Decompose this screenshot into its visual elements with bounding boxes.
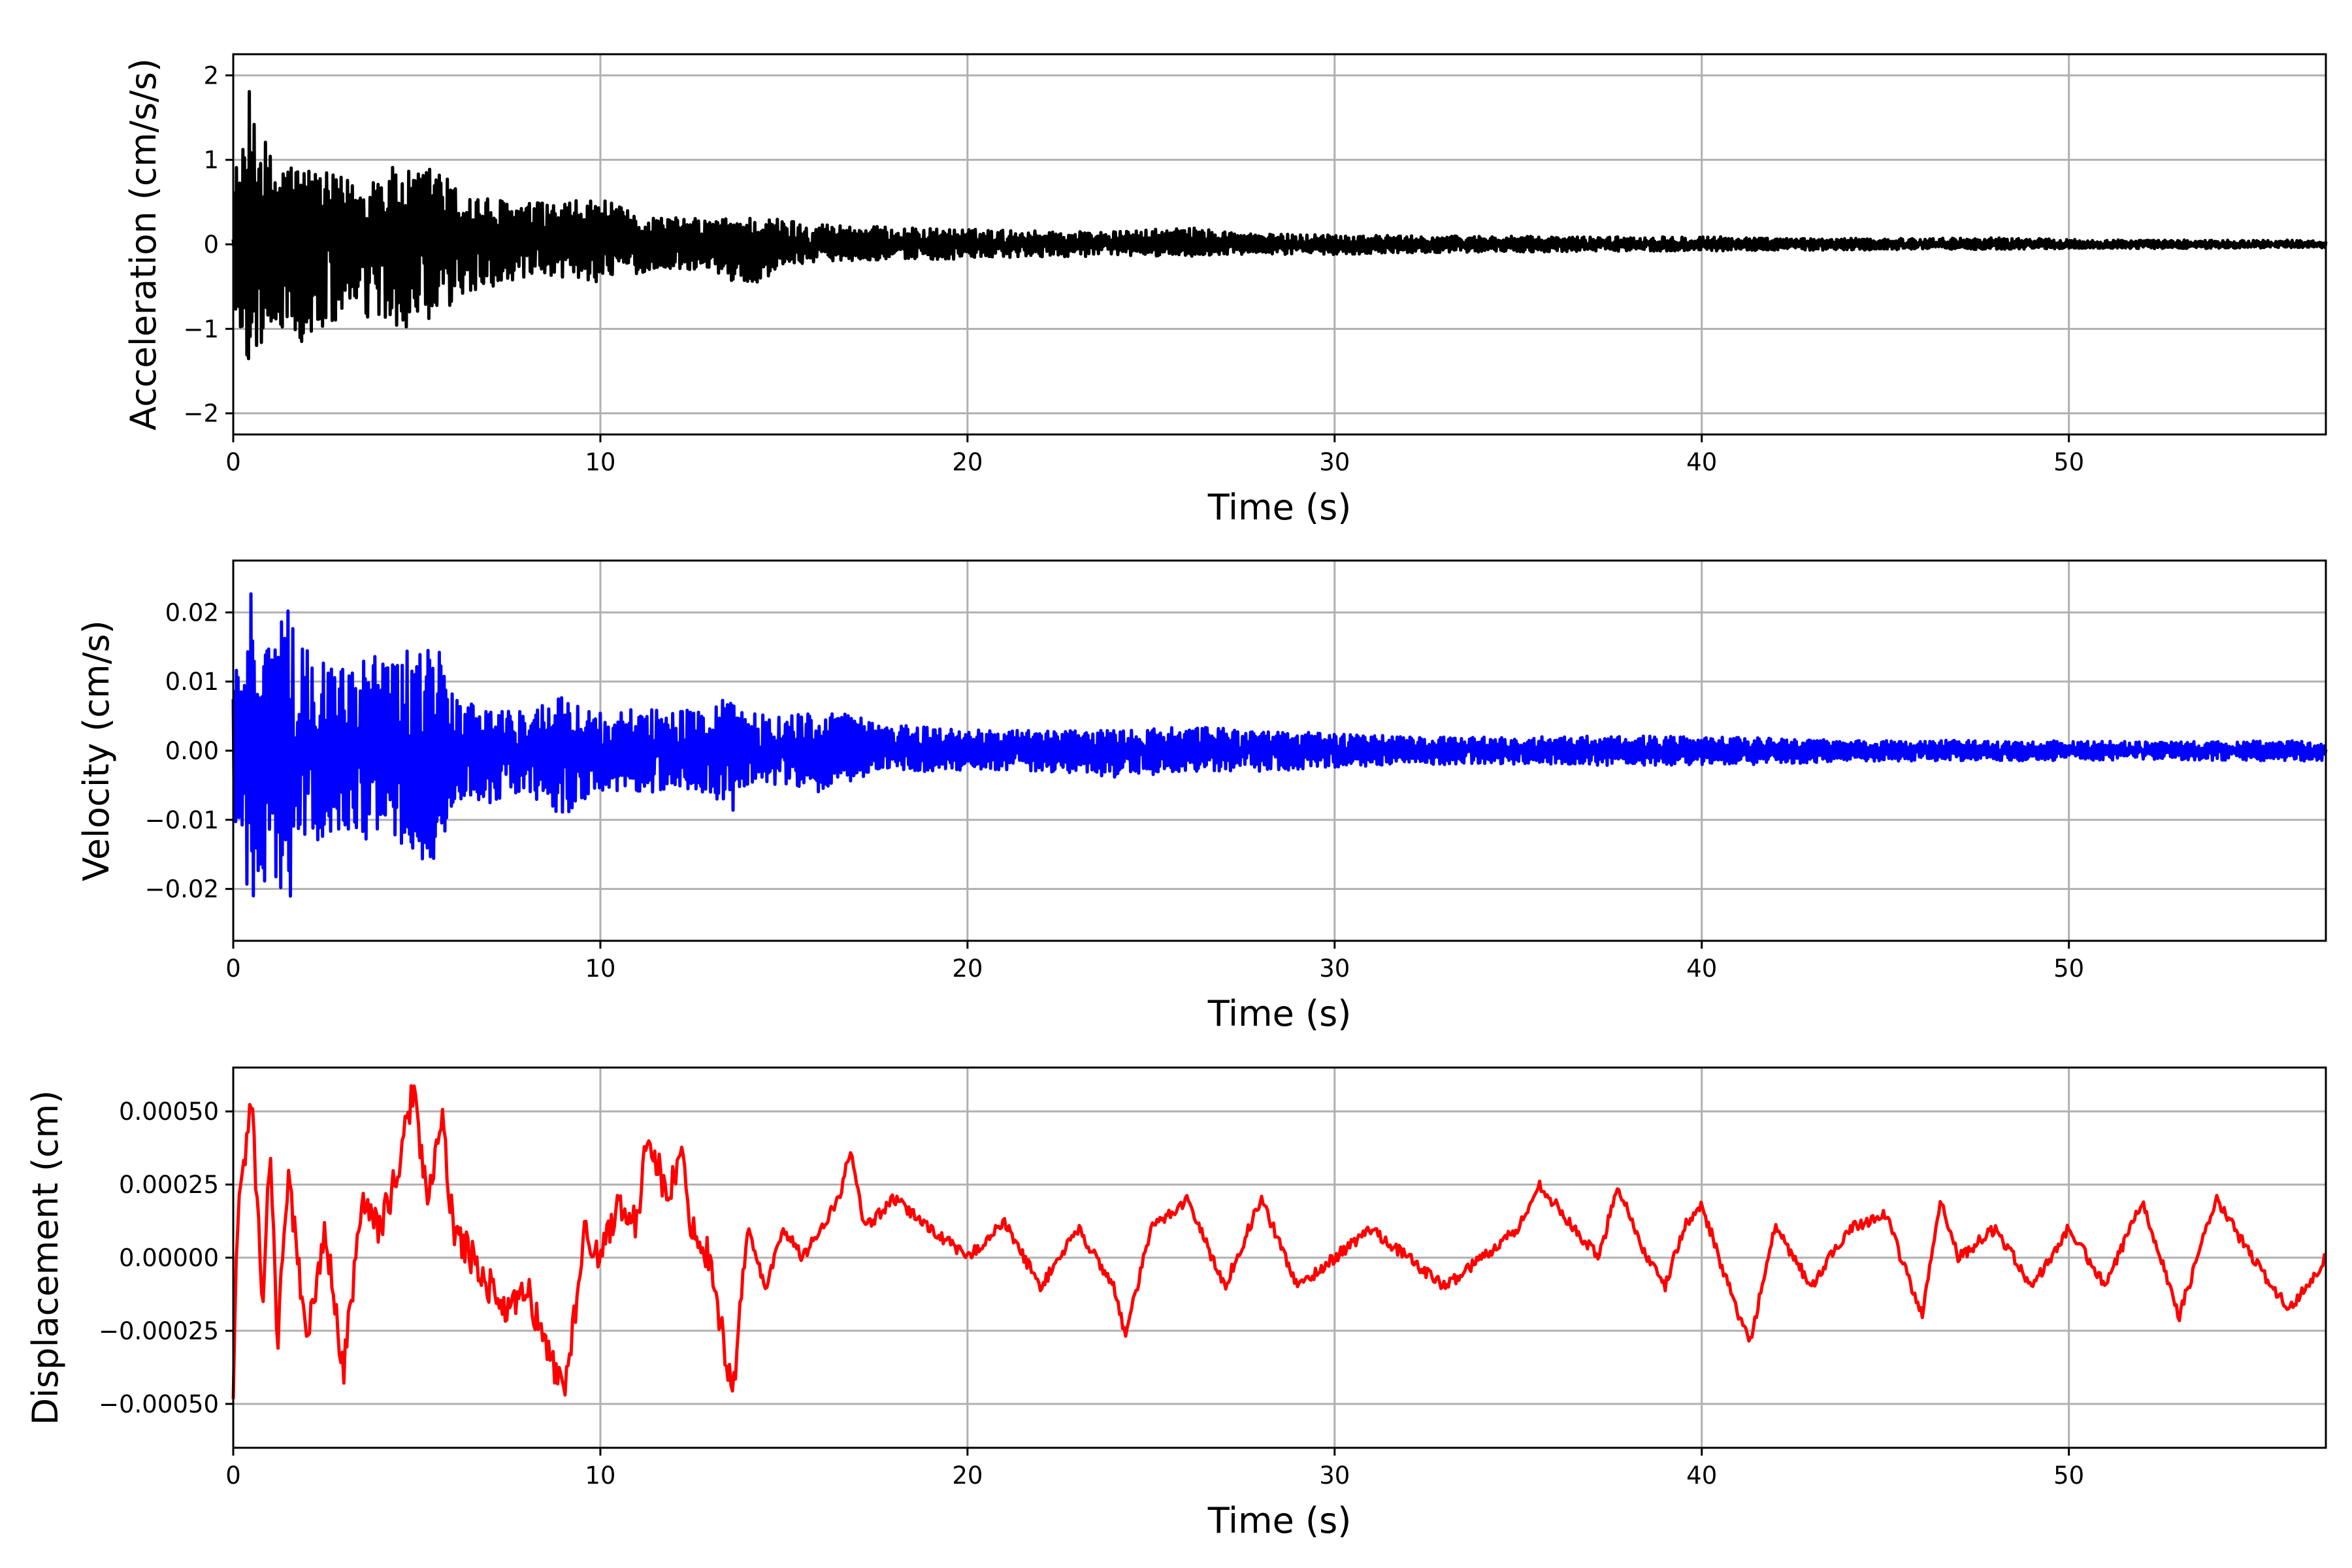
acceleration-y-tick-label: −1 (183, 315, 219, 343)
velocity-x-tick-label: 20 (952, 955, 983, 983)
acceleration-x-tick-label: 10 (585, 448, 615, 476)
velocity-x-tick-label: 30 (1319, 955, 1350, 983)
displacement-x-axis-label: Time (s) (1207, 1500, 1352, 1541)
displacement-panel: 0 10 20 30 40 50 −0.00050 −0.00025 0.00000 0.0002… (25, 1066, 2327, 1541)
acceleration-x-tick-label: 20 (952, 448, 983, 476)
velocity-y-tick-label: −0.02 (145, 875, 219, 904)
velocity-y-tick-label: 0.00 (165, 737, 219, 765)
velocity-x-axis-label: Time (s) (1207, 993, 1352, 1034)
acceleration-x-tick-label: 50 (2053, 448, 2084, 476)
velocity-y-axis-label: Velocity (cm/s) (76, 620, 117, 881)
acceleration-x-tick-label: 30 (1319, 448, 1350, 476)
displacement-x-tick-label: 20 (952, 1462, 983, 1490)
acceleration-series-line (231, 90, 2328, 361)
velocity-series-line (231, 592, 2328, 898)
velocity-y-tick-label: 0.02 (165, 598, 219, 627)
displacement-series-line (231, 1084, 2327, 1399)
displacement-y-tick-label: 0.00050 (119, 1098, 219, 1126)
displacement-x-tick-label: 0 (225, 1462, 241, 1490)
displacement-y-tick-label: −0.00050 (99, 1390, 219, 1418)
acceleration-y-tick-label: −2 (183, 400, 219, 428)
velocity-x-tick-label: 0 (225, 955, 241, 983)
acceleration-y-tick-label: 2 (203, 61, 219, 90)
displacement-y-axis-label: Displacement (cm) (25, 1090, 66, 1426)
displacement-y-tick-label: −0.00025 (99, 1317, 219, 1345)
velocity-y-tick-label: 0.01 (165, 668, 219, 696)
displacement-x-tick-label: 30 (1319, 1462, 1350, 1490)
velocity-x-tick-label: 50 (2053, 955, 2084, 983)
acceleration-x-tick-label: 40 (1686, 448, 1717, 476)
displacement-y-tick-label: 0.00025 (119, 1171, 219, 1199)
acceleration-y-axis-label: Acceleration (cm/s/s) (123, 58, 164, 431)
acceleration-x-axis-label: Time (s) (1207, 487, 1352, 528)
displacement-x-tick-label: 50 (2053, 1462, 2084, 1490)
acceleration-y-tick-label: 1 (203, 146, 219, 174)
velocity-y-tick-label: −0.01 (145, 806, 219, 834)
acceleration-panel: 0 10 20 30 40 50 −2 −1 0 1 2 Time (s) Acceleration (… (123, 53, 2328, 528)
velocity-x-tick-label: 10 (585, 955, 615, 983)
velocity-panel: 0 10 20 30 40 50 −0.02 −0.01 0.00 0.01 0.02 Time (s… (76, 559, 2328, 1034)
acceleration-x-tick-label: 0 (225, 448, 241, 476)
displacement-x-tick-label: 10 (585, 1462, 615, 1490)
velocity-x-tick-label: 40 (1686, 955, 1717, 983)
displacement-x-tick-label: 40 (1686, 1462, 1717, 1490)
acceleration-y-tick-label: 0 (203, 231, 219, 259)
displacement-y-tick-label: 0.00000 (119, 1244, 219, 1272)
